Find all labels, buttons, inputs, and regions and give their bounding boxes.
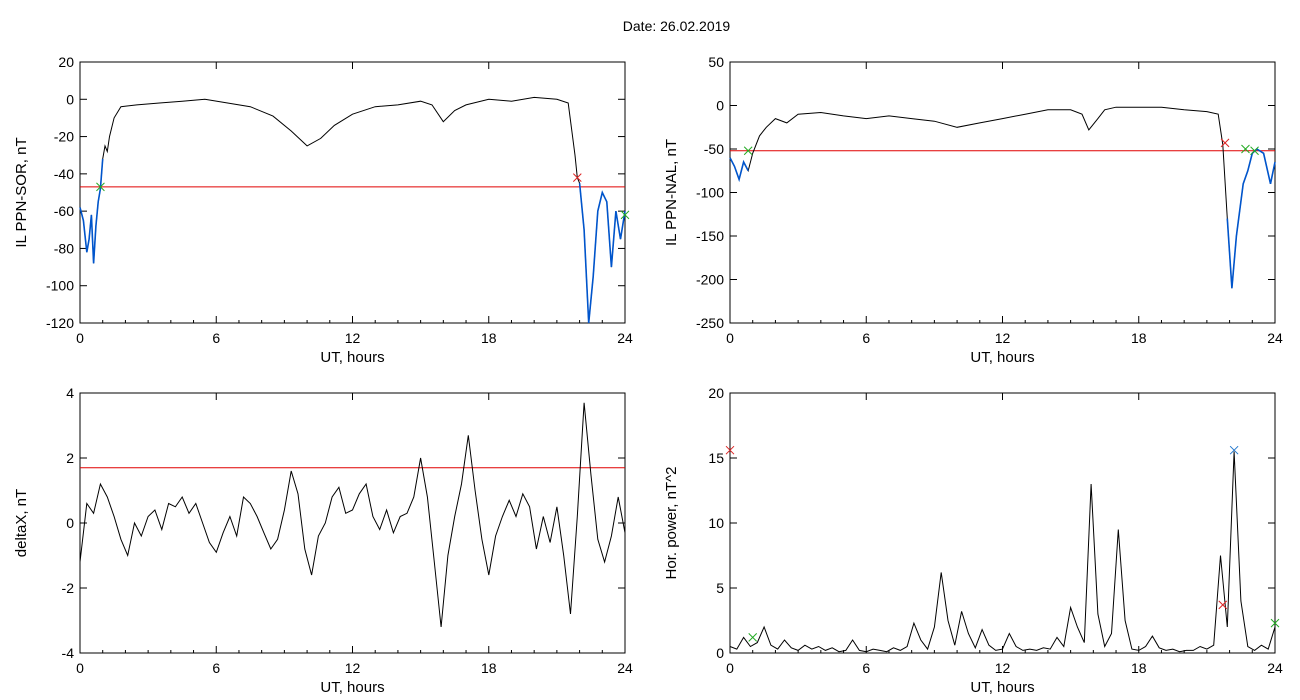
- y-tick-label: -4: [62, 645, 75, 661]
- y-tick-label: -60: [54, 203, 74, 219]
- x-tick-label: 0: [76, 330, 84, 346]
- y-tick-label: -250: [696, 315, 724, 331]
- y-tick-label: 20: [58, 54, 74, 70]
- y-tick-label: -120: [46, 315, 74, 331]
- y-tick-label: 15: [708, 450, 724, 466]
- chart-panel-2: 0 6 12 18 24 50 0 -50 -100 -150 -200 -250 UT, hours I…: [663, 54, 1283, 366]
- y-tick-label: 5: [716, 580, 724, 596]
- y-axis-label: Hor. power, nT^2: [663, 467, 680, 580]
- x-tick-label: 24: [617, 330, 633, 346]
- page-title: Date: 26.02.2019: [622, 18, 731, 34]
- x-tick-label: 6: [862, 330, 870, 346]
- y-tick-label: -200: [696, 272, 724, 288]
- event-segment: [729, 157, 749, 183]
- x-tick-label: 0: [76, 660, 84, 676]
- y-tick-label: 0: [716, 98, 724, 114]
- event-segment: [578, 183, 626, 324]
- event-segment: [1226, 147, 1276, 289]
- x-tick-label: 12: [345, 660, 361, 676]
- y-axis-label: deltaX, nT: [13, 489, 30, 557]
- y-tick-label: -150: [696, 228, 724, 244]
- y-axis-label: IL PPN-NAL, nT: [663, 139, 680, 246]
- marker-green: [1250, 146, 1259, 156]
- x-axis-label: UT, hours: [320, 349, 384, 366]
- y-tick-label: 0: [66, 515, 74, 531]
- x-tick-label: 0: [726, 660, 734, 676]
- marker-green: [1241, 144, 1250, 154]
- chart-panel-3: 0 6 12 18 24 4 2 0 -2 -4 UT, hours deltaX, nT: [13, 385, 633, 696]
- marker-red: [572, 173, 582, 182]
- plot-frame: [729, 392, 1276, 654]
- x-axis-label: UT, hours: [970, 349, 1034, 366]
- chart-panel-1: 0 6 12 18 24 20 0 -20 -40 -60 -80 -100 -120 UT, hours…: [13, 54, 633, 366]
- y-tick-label: -80: [54, 240, 74, 256]
- series-line: [79, 402, 626, 628]
- marker-green: [743, 146, 753, 156]
- x-tick-label: 18: [1131, 660, 1147, 676]
- y-tick-label: -100: [696, 185, 724, 201]
- y-tick-label: -40: [54, 166, 74, 182]
- y-tick-label: -100: [46, 278, 74, 294]
- x-tick-label: 18: [1131, 330, 1147, 346]
- x-tick-label: 24: [617, 660, 633, 676]
- x-tick-label: 18: [481, 330, 497, 346]
- x-tick-label: 24: [1267, 330, 1283, 346]
- marker-green: [748, 633, 758, 642]
- y-tick-label: -50: [704, 141, 724, 157]
- x-axis-label: UT, hours: [970, 679, 1034, 696]
- x-tick-label: 18: [481, 660, 497, 676]
- y-tick-label: 20: [708, 385, 724, 401]
- x-tick-label: 12: [995, 330, 1011, 346]
- y-tick-label: -2: [62, 580, 75, 596]
- x-tick-label: 24: [1267, 660, 1283, 676]
- plot-frame: [729, 61, 1276, 324]
- y-tick-label: -20: [54, 129, 74, 145]
- series-line: [79, 96, 626, 324]
- marker-green: [1270, 618, 1280, 628]
- marker-green: [620, 210, 630, 220]
- chart-panel-4: 0 6 12 18 24 20 15 10 5 0 UT, hours Hor. power, nT^…: [663, 385, 1283, 696]
- y-tick-label: 50: [708, 54, 724, 70]
- plot-frame: [79, 61, 626, 324]
- series-line: [729, 106, 1276, 289]
- y-tick-label: 2: [66, 450, 74, 466]
- x-tick-label: 12: [345, 330, 361, 346]
- y-axis-label: IL PPN-SOR, nT: [13, 137, 30, 247]
- plot-frame: [79, 392, 626, 654]
- marker-red: [725, 445, 735, 455]
- x-tick-label: 6: [862, 660, 870, 676]
- y-tick-label: 10: [708, 515, 724, 531]
- y-tick-label: 0: [66, 91, 74, 107]
- x-tick-label: 12: [995, 660, 1011, 676]
- event-segment: [79, 158, 104, 264]
- marker-red: [1218, 600, 1228, 610]
- x-tick-label: 0: [726, 330, 734, 346]
- y-tick-label: 0: [716, 645, 724, 661]
- marker-red: [1220, 138, 1230, 148]
- y-tick-label: 4: [66, 385, 74, 401]
- marker-blue: [1229, 445, 1239, 455]
- marker-green: [96, 182, 105, 192]
- x-tick-label: 6: [212, 660, 220, 676]
- x-axis-label: UT, hours: [320, 679, 384, 696]
- x-tick-label: 6: [212, 330, 220, 346]
- series-line: [729, 451, 1276, 653]
